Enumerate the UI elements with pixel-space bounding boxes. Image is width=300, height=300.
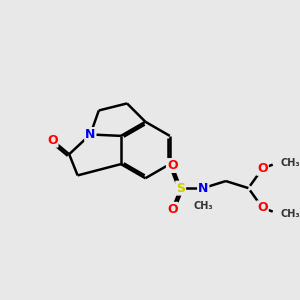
Text: CH₃: CH₃ — [281, 158, 300, 168]
Text: CH₃: CH₃ — [281, 208, 300, 218]
Text: S: S — [176, 182, 185, 195]
Text: CH₃: CH₃ — [194, 202, 213, 212]
Text: O: O — [167, 203, 178, 216]
Text: N: N — [85, 128, 95, 141]
Text: N: N — [198, 182, 208, 195]
Text: O: O — [257, 162, 268, 175]
Text: O: O — [47, 134, 58, 147]
Text: O: O — [257, 201, 268, 214]
Text: O: O — [167, 159, 178, 172]
